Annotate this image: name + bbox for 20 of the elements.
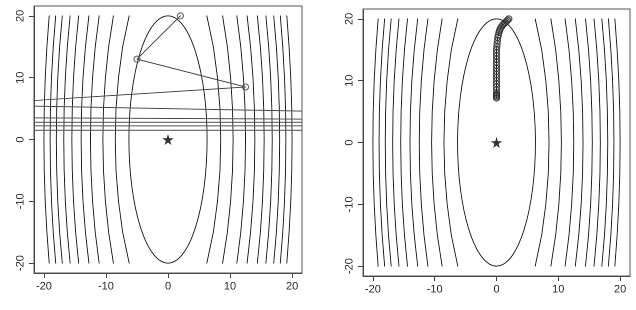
x-tick-label: 20 [286, 280, 298, 292]
x-tick-label: -20 [36, 280, 52, 292]
x-tick-label: 10 [224, 280, 236, 292]
x-tick-label: -10 [98, 280, 114, 292]
y-tick-label: 10 [14, 72, 26, 84]
x-tick-label: 0 [493, 284, 500, 296]
y-tick-label: 0 [344, 139, 356, 146]
x-tick-label: 20 [614, 284, 626, 296]
x-tick-label: 0 [164, 280, 172, 292]
y-tick-label: -20 [14, 255, 26, 272]
y-tick-label: -10 [14, 193, 26, 210]
x-tick-label: -10 [426, 284, 443, 296]
y-tick-label: 10 [344, 74, 356, 87]
x-tick-label: 10 [552, 284, 564, 296]
y-tick-label: 20 [344, 12, 356, 26]
y-tick-label: 20 [14, 10, 26, 22]
y-tick-label: -10 [344, 196, 356, 212]
x-tick-label: -20 [364, 284, 381, 296]
y-tick-label: 0 [14, 136, 26, 143]
y-tick-label: -20 [344, 258, 356, 274]
